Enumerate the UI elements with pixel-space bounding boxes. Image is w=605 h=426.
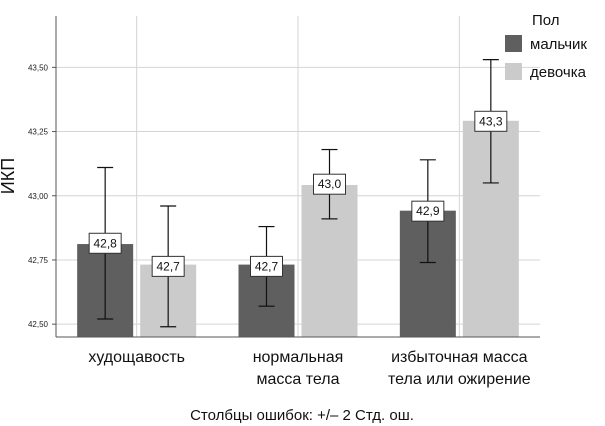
data-label: 43,3 bbox=[479, 114, 503, 128]
data-label-box bbox=[250, 255, 283, 277]
data-label: 43,0 bbox=[318, 177, 342, 191]
y-tick-label: 43,25 bbox=[28, 128, 49, 137]
data-label-box bbox=[411, 200, 445, 222]
data-label-box bbox=[313, 173, 346, 195]
legend-entry: девочка bbox=[530, 64, 587, 81]
y-tick-label: 42,75 bbox=[28, 256, 49, 265]
legend-entry: мальчик bbox=[530, 36, 587, 53]
data-label-box bbox=[151, 255, 185, 277]
x-tick-label: избыточная масса bbox=[391, 349, 528, 366]
footnote: Столбцы ошибок: +/– 2 Стд. ош. bbox=[190, 407, 414, 424]
x-tick-label: нормальная bbox=[253, 349, 344, 366]
y-axis-label: ИКП bbox=[0, 158, 18, 194]
data-label: 42,9 bbox=[416, 204, 440, 218]
legend-swatch bbox=[505, 35, 522, 52]
x-tick-label: тела или ожирение bbox=[388, 371, 531, 388]
x-tick-label: масса тела bbox=[257, 371, 340, 388]
y-tick-label: 42,50 bbox=[28, 320, 49, 329]
y-tick-label: 43,50 bbox=[28, 63, 49, 72]
data-label: 42,8 bbox=[93, 236, 117, 250]
data-label-box bbox=[88, 232, 122, 254]
x-tick-label: худощавость bbox=[88, 349, 185, 366]
legend-title: Пол bbox=[532, 12, 560, 29]
data-label-box bbox=[474, 110, 508, 132]
y-tick-label: 43,00 bbox=[28, 192, 49, 201]
legend-swatch bbox=[505, 63, 522, 80]
data-label: 42,7 bbox=[255, 259, 279, 273]
data-label: 42,7 bbox=[156, 259, 180, 273]
